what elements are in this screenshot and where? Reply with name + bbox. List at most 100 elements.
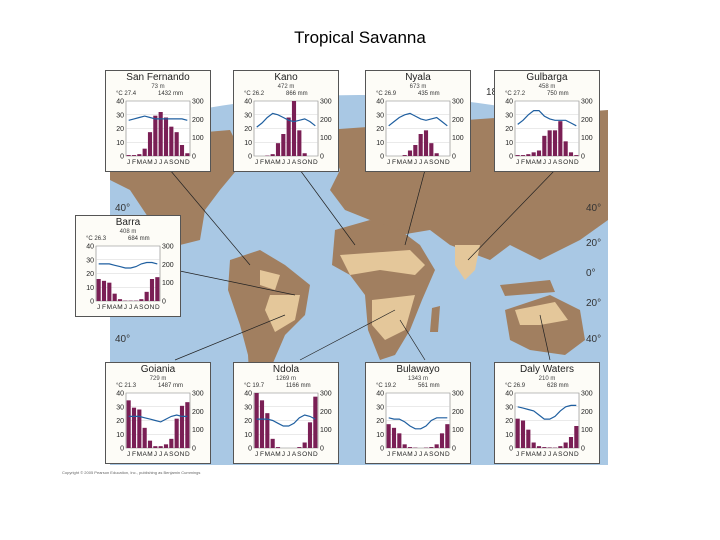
precip-bar — [520, 155, 526, 156]
temp-tick-label: 10 — [505, 140, 513, 147]
leader-barra — [174, 269, 296, 296]
mean-temp-label: °C 26.9 — [505, 383, 526, 389]
precip-tick-label: 100 — [192, 135, 204, 142]
precip-tick-label: 0 — [320, 446, 324, 453]
temp-tick-label: 40 — [86, 244, 94, 251]
month-label: M — [536, 451, 541, 458]
month-label: S — [169, 451, 174, 458]
leader-nyala — [404, 169, 426, 246]
precip-bar — [515, 155, 520, 156]
month-label: F — [392, 159, 396, 166]
month-label: A — [134, 304, 139, 311]
month-label: A — [164, 159, 169, 166]
precip-bar — [185, 153, 190, 156]
temp-tick-label: 10 — [244, 432, 252, 439]
lat-label-right-20s: 20° — [586, 298, 602, 309]
temp-tick-label: 30 — [505, 112, 513, 119]
precip-bar — [552, 130, 558, 156]
month-label: F — [260, 451, 264, 458]
month-label: F — [521, 159, 525, 166]
month-label: M — [137, 159, 142, 166]
month-label: M — [407, 451, 412, 458]
station-name: San Fernando — [126, 72, 190, 83]
temp-tick-label: 0 — [120, 446, 124, 453]
month-label: J — [124, 304, 127, 311]
precip-bar — [179, 405, 185, 448]
month-label: J — [414, 159, 417, 166]
temp-tick-label: 40 — [376, 99, 384, 106]
temp-tick-label: 30 — [86, 257, 94, 264]
temp-tick-label: 20 — [505, 126, 513, 133]
copyright-notice: Copyright © 2005 Pearson Education, Inc.… — [62, 470, 201, 475]
precip-bar — [302, 153, 307, 156]
precip-tick-label: 200 — [320, 409, 332, 416]
month-label: D — [185, 159, 190, 166]
temp-tick-label: 0 — [380, 154, 384, 161]
station-name: Gulbarga — [526, 72, 568, 83]
temp-tick-label: 20 — [116, 418, 124, 425]
month-label: A — [270, 159, 275, 166]
precip-bar — [429, 143, 434, 156]
temp-tick-label: 0 — [248, 154, 252, 161]
month-label: F — [521, 451, 525, 458]
precip-bar — [397, 433, 402, 448]
leader-kano — [299, 169, 356, 246]
temperature-line — [256, 414, 316, 427]
temp-tick-label: 10 — [244, 140, 252, 147]
month-label: J — [543, 451, 546, 458]
month-label: M — [397, 451, 402, 458]
station-elevation: 472 m — [277, 84, 295, 90]
precip-bar — [185, 402, 190, 448]
month-label: J — [159, 159, 162, 166]
mean-temp-label: °C 21.3 — [116, 383, 137, 389]
precip-tick-label: 0 — [581, 154, 585, 161]
station-elevation: 458 m — [538, 84, 556, 90]
month-label: A — [164, 451, 169, 458]
month-label: M — [117, 304, 122, 311]
precip-bar — [169, 438, 174, 448]
temp-tick-label: 20 — [376, 418, 384, 425]
month-label: A — [292, 451, 297, 458]
station-name: Daly Waters — [519, 364, 575, 375]
month-label: F — [102, 304, 106, 311]
temp-tick-label: 0 — [509, 446, 513, 453]
temp-tick-label: 30 — [244, 404, 252, 411]
month-label: J — [548, 159, 551, 166]
leader-bulawayo — [399, 319, 426, 361]
temp-tick-label: 30 — [505, 404, 513, 411]
month-label: J — [516, 159, 519, 166]
precip-bar — [434, 444, 439, 448]
precip-bar — [407, 447, 413, 448]
month-label: J — [414, 451, 417, 458]
precip-bar — [536, 150, 542, 156]
precip-tick-label: 300 — [452, 391, 464, 398]
precip-bar — [307, 422, 313, 448]
precip-bar — [281, 134, 286, 156]
precip-bar — [153, 446, 158, 448]
precip-bar — [526, 154, 531, 156]
month-label: S — [558, 451, 563, 458]
temp-tick-label: 40 — [505, 391, 513, 398]
leader-ndola — [299, 309, 396, 361]
month-label: S — [297, 159, 302, 166]
temp-tick-label: 20 — [116, 126, 124, 133]
month-label: A — [112, 304, 117, 311]
station-name: Bulawayo — [396, 364, 440, 375]
precip-bar — [531, 442, 536, 448]
station-elevation: 73 m — [151, 84, 165, 90]
month-label: J — [387, 159, 390, 166]
station-elevation: 210 m — [538, 376, 556, 382]
precip-bar — [107, 282, 112, 301]
month-label: A — [424, 451, 429, 458]
month-label: F — [260, 159, 264, 166]
precip-bar — [313, 396, 318, 448]
temp-tick-label: 40 — [505, 99, 513, 106]
precip-bar — [542, 447, 547, 448]
precip-bar — [402, 155, 407, 156]
annual-precip-label: 1487 mm — [158, 383, 184, 389]
month-label: J — [129, 304, 132, 311]
month-label: M — [275, 451, 280, 458]
month-label: M — [265, 159, 270, 166]
